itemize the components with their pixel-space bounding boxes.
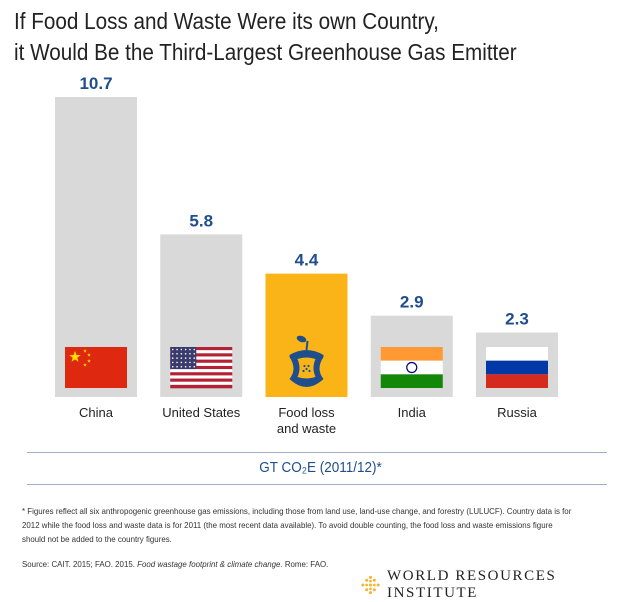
flag-star <box>176 365 178 368</box>
flag-star <box>184 365 187 368</box>
apple-seed <box>308 369 311 373</box>
value-label: 5.8 <box>189 211 213 230</box>
flag-stripe <box>170 381 233 386</box>
apple-seed <box>307 364 310 368</box>
flag-star <box>171 365 174 368</box>
flag-star <box>83 349 87 353</box>
flag-stripe <box>170 353 233 357</box>
flag-star <box>189 361 191 364</box>
flag-star <box>189 365 191 368</box>
bar-group: 2.3 Russia <box>476 310 558 420</box>
source-suffix: . Rome: FAO. <box>280 559 329 569</box>
apple-seed <box>302 369 305 373</box>
flag-band <box>486 374 548 388</box>
flag-stripe <box>170 359 233 364</box>
apple-seed <box>305 367 308 371</box>
flag-star <box>83 363 87 367</box>
flag-star <box>87 353 91 357</box>
source-note: Source: CAIT. 2015; FAO. 2015. Food wast… <box>22 559 328 569</box>
flag-stripe <box>170 362 233 367</box>
chart-title: If Food Loss and Waste Were its own Coun… <box>14 6 517 68</box>
flag-star <box>180 353 183 355</box>
flag-star <box>176 357 178 359</box>
flag-star <box>189 353 191 355</box>
flag-star <box>193 361 196 364</box>
bar-chart: 10.7 China 5.8 United States 4.4 Food lossand… <box>55 74 558 436</box>
flag-stripe <box>170 350 233 354</box>
apple-core-icon <box>289 335 324 387</box>
bar-group: 10.7 China <box>55 74 137 420</box>
flag-canton <box>170 347 197 370</box>
value-label: 10.7 <box>79 74 112 93</box>
flag-star <box>193 348 196 351</box>
flag-band <box>380 360 443 375</box>
category-label: Russia <box>497 405 538 420</box>
flag-star <box>171 348 174 351</box>
apple-leaf <box>296 335 307 343</box>
flag-star <box>176 348 178 351</box>
divider-top <box>27 452 607 453</box>
flag-stripe <box>170 356 233 360</box>
divider-bottom <box>27 484 607 485</box>
flag-band <box>486 360 548 375</box>
wri-logo: WORLD RESOURCES INSTITUTE <box>360 568 641 602</box>
flag-band <box>486 347 548 361</box>
flag-stripe <box>170 369 233 373</box>
bar-group: 5.8 United States <box>160 211 243 420</box>
flag-star <box>184 353 187 355</box>
category-label: Food loss <box>278 405 335 420</box>
flag-star <box>189 357 191 359</box>
value-label: 4.4 <box>295 251 319 270</box>
flag-star <box>193 353 196 355</box>
footnote: * Figures reflect all six anthropogenic … <box>22 506 572 544</box>
apple-seed <box>303 364 306 368</box>
category-label: and waste <box>277 421 336 436</box>
apple-stem <box>305 340 309 351</box>
category-label: United States <box>162 405 241 420</box>
category-label: China <box>79 405 114 420</box>
wri-logo-text: WORLD RESOURCES INSTITUTE <box>387 568 557 601</box>
flag-stripe <box>170 365 233 370</box>
india-flag-icon <box>380 347 443 388</box>
flag-star <box>180 348 183 351</box>
flag-star <box>171 361 174 364</box>
flag-star <box>193 357 196 359</box>
ashoka-chakra <box>406 361 418 374</box>
flag-stripe <box>170 375 233 379</box>
wri-logo-icon <box>361 575 380 595</box>
russia-flag-icon <box>486 347 548 388</box>
flag-stripe <box>170 384 233 389</box>
us-flag-icon <box>170 347 233 389</box>
flag-stripe <box>170 372 233 376</box>
flag-star <box>189 348 191 351</box>
flag-star <box>69 351 81 362</box>
flag-star <box>184 348 187 351</box>
flag-stripe <box>170 347 233 351</box>
china-flag-icon <box>65 347 127 388</box>
category-label: India <box>398 405 427 420</box>
x-axis-label: GT CO₂E (2011/12)* <box>259 459 382 476</box>
flag-star <box>180 357 183 359</box>
value-label: 2.9 <box>400 293 424 312</box>
flag-star <box>176 353 178 355</box>
flag-band <box>380 374 443 388</box>
title-line-2: it Would Be the Third-Largest Greenhouse… <box>14 39 517 65</box>
flag-star <box>193 365 196 368</box>
source-prefix: Source: CAIT. 2015; FAO. 2015. <box>22 559 138 569</box>
flag-star <box>180 361 183 364</box>
flag-stripe <box>170 378 233 382</box>
flag-star <box>171 357 174 359</box>
bar-group: 2.9 India <box>370 293 453 420</box>
flag-star <box>184 361 187 364</box>
flag-star <box>171 353 174 355</box>
flag-band <box>380 347 443 361</box>
flag-star <box>176 361 178 364</box>
title-line-1: If Food Loss and Waste Were its own Coun… <box>14 8 439 34</box>
value-label: 2.3 <box>505 310 529 329</box>
flag-star <box>180 365 183 368</box>
flag-star <box>184 357 187 359</box>
source-title: Food wastage footprint & climate change <box>137 559 281 569</box>
flag-star <box>87 359 91 363</box>
